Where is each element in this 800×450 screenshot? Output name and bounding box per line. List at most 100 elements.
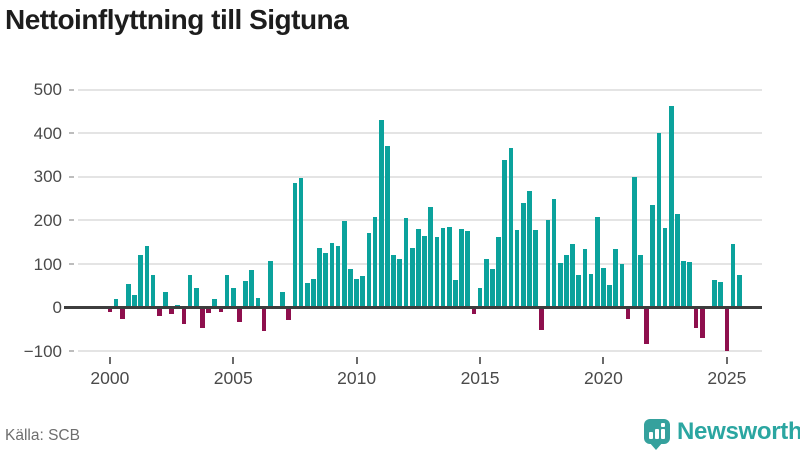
bar-2001Q2 <box>138 255 144 308</box>
bar-2012Q1 <box>403 218 409 308</box>
bar-2018Q2 <box>557 263 563 308</box>
bar-2024Q4 <box>718 281 724 308</box>
bar-2007Q3 <box>292 183 298 308</box>
bar-2020Q4 <box>619 264 625 308</box>
gridline-500 <box>78 88 762 91</box>
bar-2010Q2 <box>360 275 366 308</box>
x-axis-tick-2020 <box>602 357 605 364</box>
bar-2003Q3 <box>193 287 199 308</box>
chart-title: Nettoinflyttning till Sigtuna <box>5 4 349 35</box>
bar-2005Q2 <box>237 309 242 322</box>
bar-2015Q2 <box>483 258 489 308</box>
bar-2008Q4 <box>323 252 329 308</box>
bar-2001Q3 <box>144 246 150 308</box>
bar-2016Q2 <box>508 147 514 308</box>
bar-2000Q3 <box>119 309 125 320</box>
bar-2012Q2 <box>409 248 415 308</box>
bar-2011Q1 <box>378 120 384 308</box>
bar-2025Q3 <box>736 274 742 308</box>
bar-2011Q2 <box>385 146 390 308</box>
bar-2022Q2 <box>656 132 662 308</box>
bar-2012Q4 <box>422 235 427 308</box>
bar-2006Q3 <box>267 260 273 308</box>
bar-2013Q2 <box>434 236 440 308</box>
source-label: Källa: SCB <box>5 427 80 444</box>
bar-2022Q1 <box>650 205 656 308</box>
bar-2007Q1 <box>280 291 285 308</box>
zero-axis-line <box>64 306 762 310</box>
bar-2011Q3 <box>391 255 396 308</box>
bar-2004Q3 <box>218 309 224 312</box>
pin-bar-icon <box>649 432 653 439</box>
bar-2014Q4 <box>471 309 477 314</box>
pin-bar-icon <box>655 429 659 439</box>
bar-2015Q4 <box>496 236 501 308</box>
x-axis-label-2010: 2010 <box>337 368 377 388</box>
y-axis-tick <box>69 219 74 222</box>
bar-2013Q3 <box>440 227 446 308</box>
x-axis-label-2015: 2015 <box>460 368 500 388</box>
newsworthy-wordmark: Newsworthy <box>677 418 800 445</box>
bar-2004Q4 <box>224 274 230 308</box>
bar-2002Q3 <box>169 309 174 315</box>
bar-2005Q1 <box>230 287 236 308</box>
y-axis-tick <box>69 350 74 353</box>
y-axis-label-400: 400 <box>33 123 62 143</box>
bar-2004Q2 <box>212 298 218 308</box>
bar-2010Q1 <box>354 279 359 308</box>
bar-2021Q1 <box>625 309 631 320</box>
bar-2014Q2 <box>459 228 464 308</box>
bar-2015Q1 <box>477 287 483 308</box>
bar-2017Q2 <box>533 229 538 308</box>
bar-2016Q4 <box>520 203 526 308</box>
y-axis-tick <box>69 175 74 178</box>
bar-2022Q4 <box>668 105 674 308</box>
bar-2011Q4 <box>397 259 403 308</box>
y-axis-label-500: 500 <box>33 80 62 99</box>
bar-2012Q3 <box>416 228 421 308</box>
bar-2018Q1 <box>551 198 557 308</box>
x-axis-tick-2025 <box>725 357 728 364</box>
bar-2003Q1 <box>181 309 187 324</box>
y-axis-tick <box>69 132 74 135</box>
bar-2016Q1 <box>502 160 508 308</box>
bar-2019Q1 <box>576 274 582 308</box>
x-axis-tick-2005 <box>232 357 235 364</box>
bar-2025Q2 <box>730 243 736 308</box>
bar-2016Q3 <box>514 230 520 308</box>
bar-2023Q3 <box>687 262 693 308</box>
y-axis-label-300: 300 <box>33 167 62 187</box>
bar-2020Q2 <box>607 284 612 308</box>
bar-2013Q4 <box>446 226 452 308</box>
newsworthy-logo: Newsworthy <box>644 418 800 450</box>
y-axis-tick <box>69 88 74 91</box>
bar-2005Q4 <box>249 269 255 308</box>
bar-2019Q2 <box>582 248 588 308</box>
bar-2000Q1 <box>107 309 113 313</box>
gridline-200 <box>78 219 762 222</box>
bar-2008Q2 <box>311 279 316 308</box>
bar-2014Q1 <box>453 280 458 308</box>
bar-2010Q4 <box>372 217 378 308</box>
bar-2013Q1 <box>428 207 434 308</box>
bar-2009Q3 <box>341 221 347 308</box>
gridline-300 <box>78 175 762 178</box>
bar-2008Q3 <box>317 248 322 308</box>
pin-dot-icon <box>661 423 665 427</box>
bar-2024Q3 <box>712 280 717 308</box>
bar-2025Q1 <box>724 309 730 351</box>
bar-2000Q4 <box>126 284 131 308</box>
bar-2000Q2 <box>113 298 119 308</box>
bar-2001Q4 <box>150 275 156 308</box>
bar-2004Q1 <box>206 309 211 314</box>
x-axis-tick-2015 <box>479 357 482 364</box>
bar-2006Q2 <box>261 309 267 331</box>
bar-2007Q4 <box>298 178 304 308</box>
newsworthy-pin-icon <box>644 419 670 450</box>
bar-2007Q2 <box>286 309 292 321</box>
gridline-400 <box>78 132 762 135</box>
bar-2003Q4 <box>200 309 205 328</box>
bar-2021Q3 <box>638 255 643 308</box>
bar-2018Q3 <box>564 255 569 308</box>
